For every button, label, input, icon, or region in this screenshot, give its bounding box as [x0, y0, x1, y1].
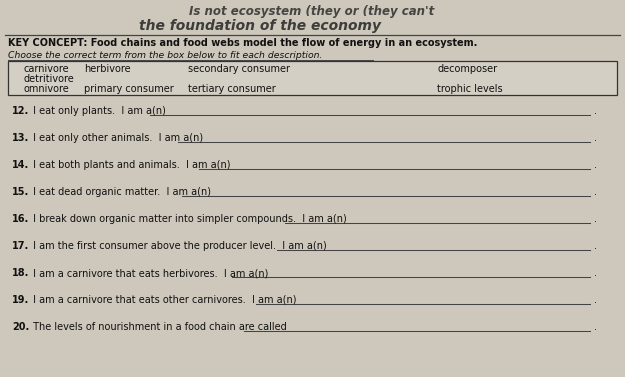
Text: I eat only other animals.  I am a(n): I eat only other animals. I am a(n) [30, 133, 203, 143]
Text: .: . [594, 295, 597, 305]
Text: I eat both plants and animals.  I am a(n): I eat both plants and animals. I am a(n) [30, 160, 231, 170]
Text: decomposer: decomposer [438, 64, 498, 74]
Text: 15.: 15. [12, 187, 29, 197]
Text: the foundation of the economy: the foundation of the economy [139, 19, 381, 33]
Text: I am a carnivore that eats herbivores.  I am a(n): I am a carnivore that eats herbivores. I… [30, 268, 268, 278]
Text: primary consumer: primary consumer [84, 84, 174, 94]
Text: carnivore: carnivore [23, 64, 69, 74]
Text: .: . [594, 160, 597, 170]
Text: .: . [594, 322, 597, 332]
Text: .: . [594, 241, 597, 251]
Text: trophic levels: trophic levels [438, 84, 503, 94]
Text: 19.: 19. [12, 295, 29, 305]
Text: KEY CONCEPT: Food chains and food webs model the flow of energy in an ecosystem.: KEY CONCEPT: Food chains and food webs m… [8, 38, 478, 48]
Text: 18.: 18. [12, 268, 29, 278]
Text: 17.: 17. [12, 241, 29, 251]
Text: detritivore: detritivore [23, 74, 74, 84]
Text: Choose the correct term from the box below to fit each description.: Choose the correct term from the box bel… [8, 51, 322, 60]
Text: 14.: 14. [12, 160, 29, 170]
Text: secondary consumer: secondary consumer [188, 64, 289, 74]
Text: I eat dead organic matter.  I am a(n): I eat dead organic matter. I am a(n) [30, 187, 211, 197]
Text: omnivore: omnivore [23, 84, 69, 94]
Text: .: . [594, 214, 597, 224]
Text: 20.: 20. [12, 322, 29, 332]
FancyBboxPatch shape [8, 61, 617, 95]
Text: I am a carnivore that eats other carnivores.  I am a(n): I am a carnivore that eats other carnivo… [30, 295, 296, 305]
Text: I eat only plants.  I am a(n): I eat only plants. I am a(n) [30, 106, 166, 116]
Text: 16.: 16. [12, 214, 29, 224]
Text: 12.: 12. [12, 106, 29, 116]
Text: The levels of nourishment in a food chain are called: The levels of nourishment in a food chai… [30, 322, 287, 332]
Text: tertiary consumer: tertiary consumer [188, 84, 276, 94]
Text: I break down organic matter into simpler compounds.  I am a(n): I break down organic matter into simpler… [30, 214, 347, 224]
Text: .: . [594, 268, 597, 278]
Text: Is not ecosystem (they or (they can't: Is not ecosystem (they or (they can't [189, 5, 434, 18]
Text: .: . [594, 133, 597, 143]
Text: .: . [594, 187, 597, 197]
Text: .: . [594, 106, 597, 116]
Text: 13.: 13. [12, 133, 29, 143]
Text: I am the first consumer above the producer level.  I am a(n): I am the first consumer above the produc… [30, 241, 327, 251]
Text: herbivore: herbivore [84, 64, 131, 74]
